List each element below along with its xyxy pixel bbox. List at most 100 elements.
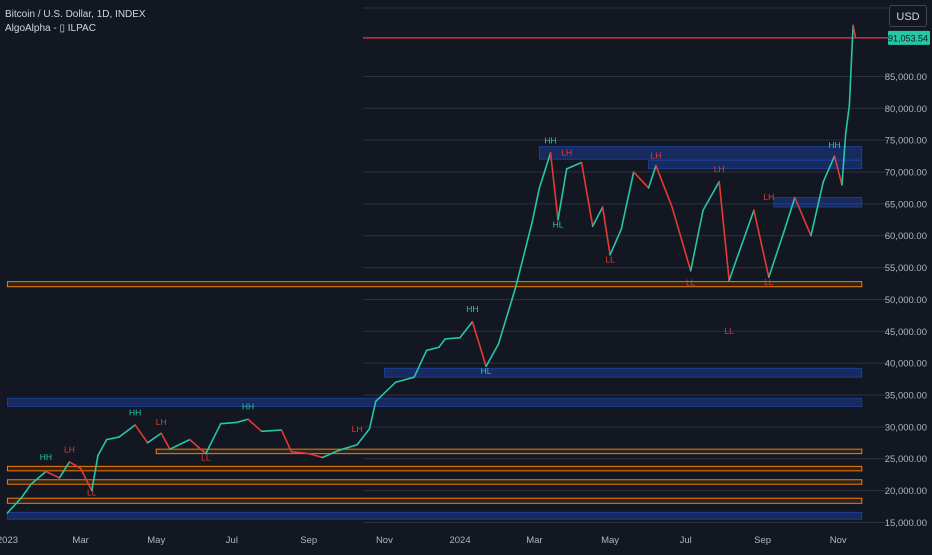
price-segment <box>848 50 853 106</box>
x-tick-label: May <box>147 535 165 546</box>
price-segment <box>822 155 836 183</box>
price-segment <box>515 222 533 288</box>
structure-label: LL <box>87 488 97 498</box>
blue-zone <box>539 146 863 160</box>
price-segment <box>671 206 692 272</box>
price-segment <box>565 161 583 170</box>
price-segment <box>6 497 22 514</box>
structure-label: LL <box>201 453 211 463</box>
price-segment <box>459 320 474 339</box>
price-segment <box>557 168 568 221</box>
structure-label: LH <box>156 417 167 427</box>
y-tick-label: 20,000.00 <box>885 486 927 497</box>
structure-label: HH <box>40 452 52 462</box>
orange-zone <box>6 497 863 504</box>
price-segment <box>833 155 843 186</box>
price-segment <box>794 196 812 237</box>
blue-zone <box>383 367 863 378</box>
price-segment <box>620 171 635 231</box>
x-tick-label: May <box>601 535 619 546</box>
price-segment <box>538 152 552 189</box>
price-segment <box>851 24 854 52</box>
price-segment <box>753 209 770 278</box>
price-segment <box>740 209 755 247</box>
structure-label: LH <box>64 444 75 454</box>
blue-zone <box>7 397 863 407</box>
price-segment <box>79 467 93 492</box>
y-tick-label: 40,000.00 <box>885 359 927 370</box>
y-tick-label: 45,000.00 <box>885 327 927 338</box>
blue-zone <box>7 511 863 520</box>
price-segment <box>368 400 377 430</box>
price-segment <box>188 438 207 455</box>
structure-label: HL <box>553 219 564 229</box>
price-segment <box>321 449 340 459</box>
indicator-label[interactable]: AlgoAlpha - ▯ ILPAC <box>5 23 96 34</box>
structure-label: HH <box>544 135 556 145</box>
price-segment <box>280 429 293 453</box>
price-segment <box>767 231 785 278</box>
structure-label: HH <box>242 402 254 412</box>
price-segment <box>425 346 440 352</box>
price-segment <box>205 422 222 455</box>
price-segment <box>591 206 604 227</box>
y-tick-label: 25,000.00 <box>885 454 927 465</box>
price-segment <box>20 483 32 500</box>
y-tick-label: 70,000.00 <box>885 168 927 179</box>
price-segment <box>105 436 120 441</box>
price-series <box>6 24 857 514</box>
price-segment <box>58 461 71 479</box>
price-segment <box>146 432 162 444</box>
price-segment <box>356 427 371 446</box>
price-segment <box>337 443 358 452</box>
price-segment <box>728 244 743 282</box>
y-tick-label: 55,000.00 <box>885 263 927 274</box>
price-segment <box>394 376 415 384</box>
chart-legend: Bitcoin / U.S. Dollar, 1D, INDEX AlgoAlp… <box>5 8 146 36</box>
y-tick-label: 30,000.00 <box>885 422 927 433</box>
blue-zone <box>648 160 863 170</box>
y-tick-label: 60,000.00 <box>885 231 927 242</box>
orange-zone <box>6 479 863 485</box>
price-segment <box>689 209 704 272</box>
price-segment <box>307 452 324 459</box>
last-price-badge-text: 91,053.54 <box>888 33 928 43</box>
x-tick-label: 2023 <box>0 535 18 546</box>
y-tick-label: 80,000.00 <box>885 104 927 115</box>
price-segment <box>647 164 657 189</box>
structure-label: HL <box>481 366 492 376</box>
orange-zone <box>6 465 863 472</box>
x-tick-label: Nov <box>830 535 847 546</box>
orange-zone <box>155 448 863 455</box>
y-tick-label: 15,000.00 <box>885 518 927 529</box>
price-segment <box>609 228 623 256</box>
x-tick-label: Jul <box>680 535 692 546</box>
x-tick-label: Jul <box>226 535 238 546</box>
price-segment <box>290 450 310 455</box>
price-segment <box>438 338 446 349</box>
structure-label: LH <box>561 147 572 157</box>
x-tick-label: Sep <box>754 535 771 546</box>
price-segment <box>97 438 108 457</box>
structure-labels: HH LH LL HH LH LL HH LH HH HL HH HL LH LH LL LH LL LL LH LL… <box>40 135 841 497</box>
price-segment <box>632 171 650 189</box>
price-segment <box>655 164 673 208</box>
price-segment <box>841 132 847 186</box>
y-tick-label: 75,000.00 <box>885 136 927 147</box>
price-segment <box>549 152 559 221</box>
price-segment <box>260 429 283 433</box>
symbol-title[interactable]: Bitcoin / U.S. Dollar, 1D, INDEX <box>5 9 146 20</box>
last-price-badge: 91,053.54 <box>888 30 930 45</box>
structure-label: LH <box>352 424 363 434</box>
structure-label: LL <box>764 277 774 287</box>
price-segment <box>810 180 825 237</box>
structure-label: HH <box>828 140 840 150</box>
price-segment <box>782 196 796 234</box>
structure-label: LL <box>605 254 615 264</box>
price-segment <box>247 418 263 433</box>
currency-button[interactable]: USD <box>889 5 927 27</box>
structure-label: HH <box>129 407 141 417</box>
price-segment <box>444 336 461 340</box>
